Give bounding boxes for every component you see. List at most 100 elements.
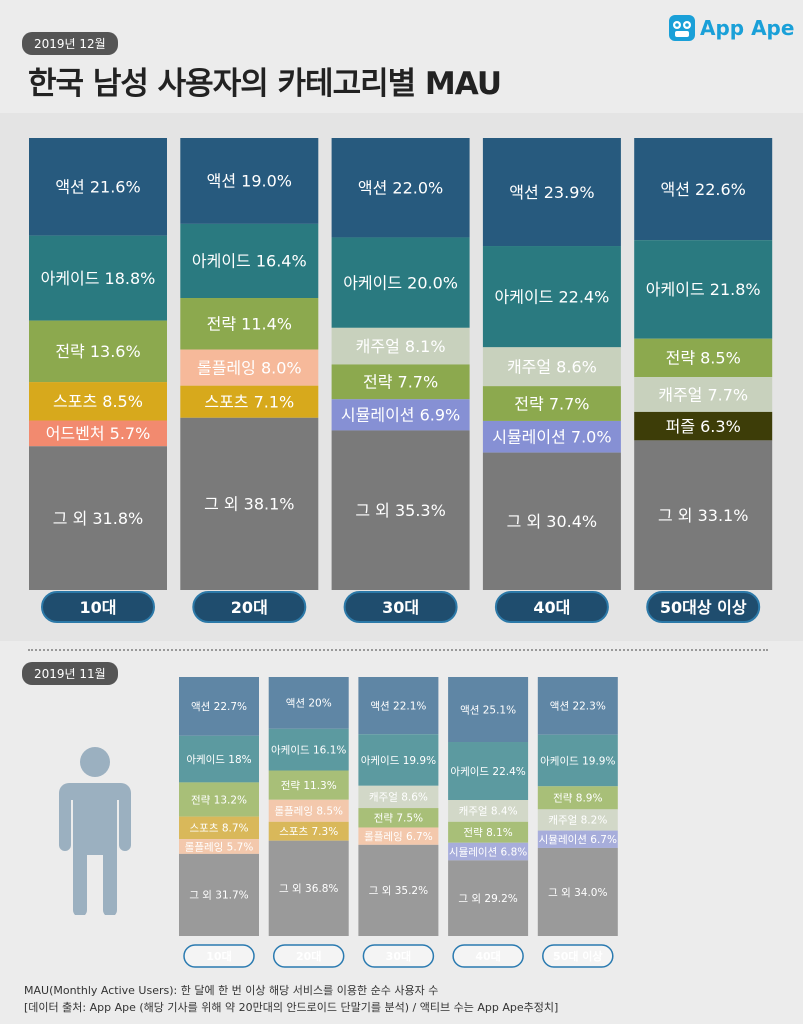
segment-label: 전략 13.2% (191, 794, 247, 806)
bar-segment (29, 420, 167, 447)
age-group-label: 20대 (296, 949, 321, 963)
segment-label: 그 외 30.4% (507, 512, 597, 531)
segment-label: 스포츠 7.1% (204, 393, 294, 412)
segment-label: 액션 19.0% (207, 172, 292, 191)
bar-segment (29, 446, 167, 590)
segment-label: 전략 8.9% (553, 793, 602, 805)
age-group-label: 50대 이상 (553, 949, 603, 963)
age-group-pill (452, 944, 524, 968)
segment-label: 롤플레잉 6.7% (364, 831, 433, 843)
segment-label: 전략 11.4% (207, 315, 292, 334)
bar-segment (537, 734, 618, 787)
segment-label: 어드벤처 5.7% (46, 424, 151, 443)
segment-label: 아케이드 22.4% (450, 766, 525, 778)
bar-segment (179, 816, 259, 840)
age-group-label: 50대상 이상 (660, 598, 747, 617)
bar-segment (29, 235, 167, 321)
male-user-icon (59, 747, 131, 915)
segment-label: 전략 8.5% (666, 349, 741, 368)
bar-segment (448, 800, 529, 822)
bar-segment (358, 808, 439, 828)
bar-segment (448, 860, 529, 936)
bar-segment (268, 728, 349, 771)
segment-label: 전략 7.7% (514, 394, 589, 413)
bar-segment (180, 298, 319, 350)
bar-segment (448, 842, 529, 861)
age-group-label: 30대 (386, 949, 411, 963)
segment-label: 그 외 35.2% (369, 885, 428, 897)
segment-label: 스포츠 7.3% (279, 826, 338, 838)
segment-label: 아케이드 19.9% (361, 755, 436, 767)
bar-segment (482, 347, 621, 387)
bar-segment (537, 677, 618, 735)
segment-label: 아케이드 16.1% (271, 744, 346, 756)
bar-segment (448, 677, 529, 743)
age-group-label: 10대 (80, 598, 117, 617)
segment-label: 스포츠 8.7% (190, 823, 249, 835)
segment-label: 캐주얼 8.6% (369, 792, 428, 804)
bar-segment (180, 138, 319, 224)
segment-label: 퍼즐 6.3% (666, 417, 741, 436)
segment-label: 아케이드 20.0% (343, 273, 458, 292)
bar-segment (448, 821, 529, 843)
section-divider (28, 649, 768, 651)
segment-label: 아케이드 19.9% (540, 755, 615, 767)
segment-label: 전략 8.1% (463, 827, 512, 839)
age-group-pill (41, 591, 155, 623)
bar-segment (482, 452, 621, 590)
bar-segment (180, 385, 319, 418)
bar-segment (180, 223, 319, 299)
bar-segment (180, 417, 319, 590)
bar-segment (179, 782, 259, 817)
age-group-label: 30대 (382, 598, 419, 617)
bar-segment (634, 138, 773, 241)
segment-label: 아케이드 18.8% (41, 269, 156, 288)
bar-segment (634, 377, 773, 412)
segment-label: 액션 23.9% (509, 183, 594, 202)
bar-segment (537, 809, 618, 831)
app-ape-logo: App Ape (668, 14, 794, 42)
bar-segment (448, 742, 529, 801)
bar-segment (268, 840, 349, 936)
bar-segment (358, 827, 439, 845)
age-group-label: 20대 (231, 598, 268, 617)
segment-label: 전략 11.3% (281, 780, 337, 792)
bar-segment (179, 853, 259, 936)
bar-segment (268, 799, 349, 822)
segment-label: 액션 22.1% (370, 700, 426, 712)
page-title: 한국 남성 사용자의 카테고리별 MAU (28, 66, 502, 102)
bar-segment (331, 399, 470, 431)
bar-segment (331, 237, 470, 328)
age-group-pill (272, 944, 345, 968)
age-group-pill (192, 591, 307, 623)
age-group-pill (183, 944, 255, 968)
bar-segment (331, 138, 470, 238)
segment-label: 그 외 38.1% (204, 495, 294, 514)
bar-segment (179, 735, 259, 783)
bar-segment (482, 138, 621, 247)
segment-label: 액션 22.0% (358, 178, 443, 197)
segment-label: 캐주얼 8.6% (507, 357, 597, 376)
bar-segment (482, 386, 621, 421)
bar-segment (358, 844, 439, 936)
segment-label: 캐주얼 8.4% (459, 806, 518, 818)
segment-label: 롤플레잉 5.7% (185, 841, 254, 853)
segment-label: 롤플레잉 8.5% (274, 806, 343, 818)
footnote: MAU(Monthly Active Users): 한 달에 한 번 이상 해… (24, 982, 558, 1016)
bar-segment (29, 382, 167, 421)
age-group-pill (362, 944, 435, 968)
segment-label: 아케이드 16.4% (192, 252, 307, 271)
segment-label: 그 외 33.1% (658, 506, 748, 525)
bar-segment (634, 440, 773, 590)
segment-label: 롤플레잉 8.0% (197, 358, 302, 377)
segment-label: 액션 20% (286, 698, 332, 710)
age-group-label: 10대 (206, 949, 231, 963)
segment-label: 전략 7.5% (374, 813, 423, 825)
age-group-label: 40대 (533, 598, 570, 617)
age-group-pill (542, 944, 614, 968)
segment-label: 그 외 34.0% (548, 887, 607, 899)
segment-label: 액션 21.6% (55, 178, 140, 197)
bar-segment (358, 734, 439, 786)
bar-segment (268, 770, 349, 800)
age-group-pill (646, 591, 761, 623)
